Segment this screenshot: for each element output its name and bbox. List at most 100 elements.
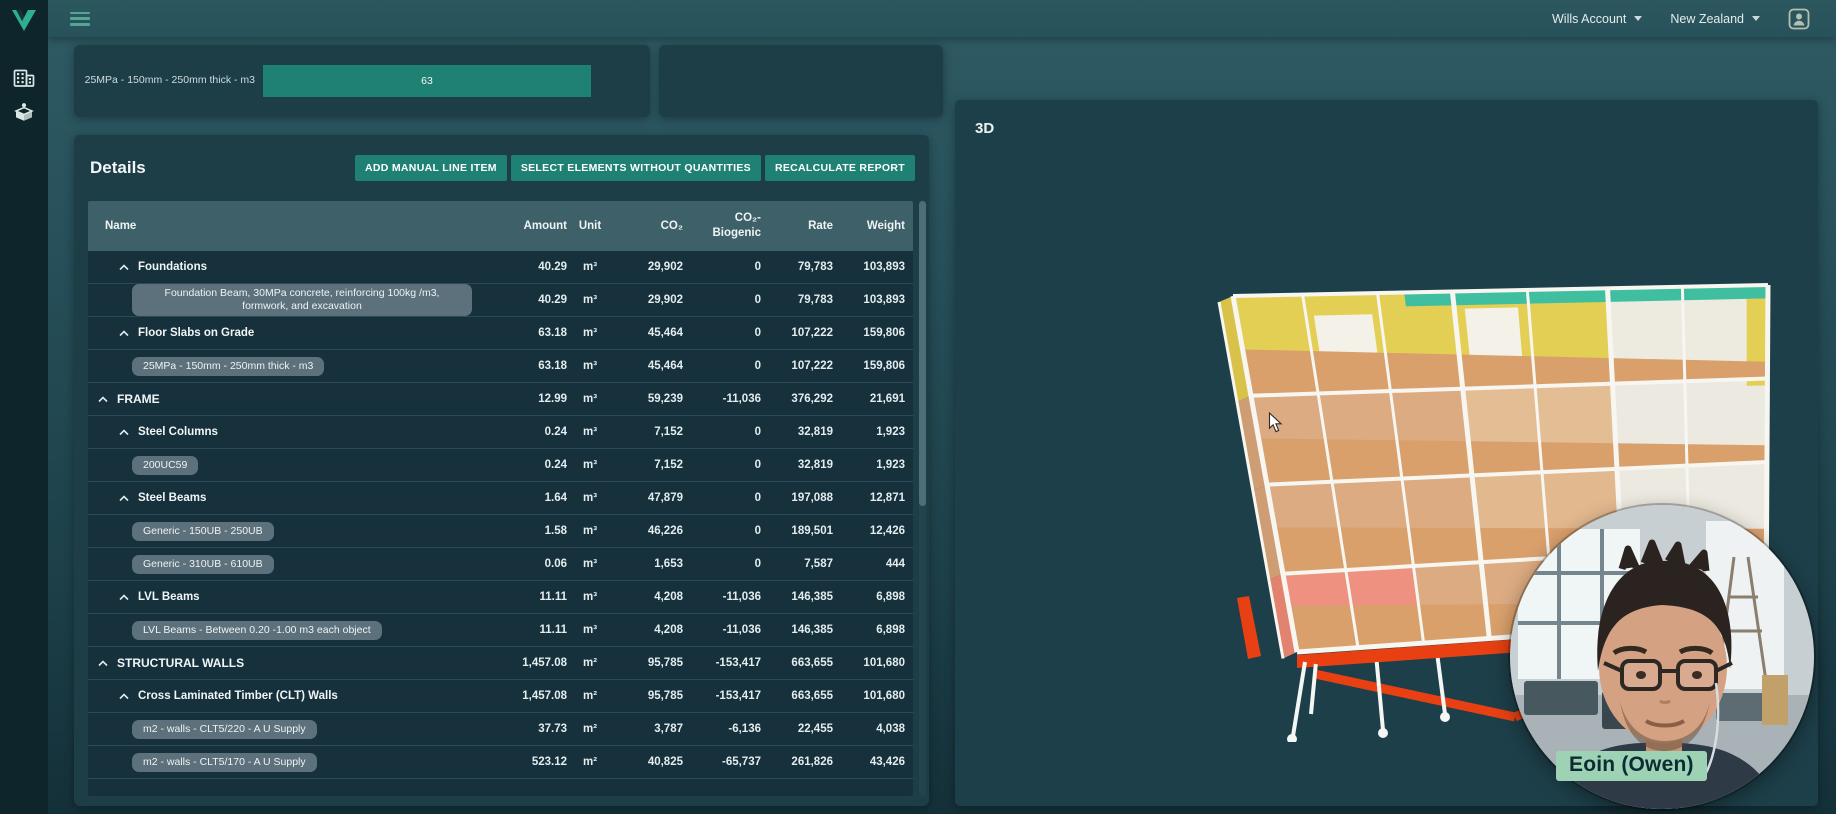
cell-unit: m² <box>582 690 598 703</box>
cell-rate: 32,819 <box>797 426 833 439</box>
cell-biogenic: -153,417 <box>715 656 761 669</box>
cell-rate: 32,819 <box>797 459 833 472</box>
table-row[interactable]: FRAME 12.99 m³ 59,239 -11,036 376,292 21,691 <box>88 383 913 417</box>
cell-weight: 21,691 <box>869 393 905 406</box>
select-elements-without-quantities-button[interactable]: SELECT ELEMENTS WITHOUT QUANTITIES <box>510 155 761 181</box>
item-chip: m2 - walls - CLT5/220 - A U Supply <box>132 719 317 739</box>
cell-rate: 663,655 <box>791 657 833 670</box>
account-dropdown[interactable]: Wills Account <box>1552 11 1643 26</box>
sidebar-item-product-library[interactable] <box>0 95 48 129</box>
column-header-biogenic: CO₂- Biogenic <box>712 212 761 239</box>
cell-amount: 11.11 <box>539 624 567 637</box>
collapse-caret-icon[interactable] <box>119 263 129 271</box>
table-row[interactable]: 25MPa - 150mm - 250mm thick - m3 63.18 m³ 4… <box>88 350 913 384</box>
summary-card-secondary <box>659 45 943 117</box>
table-row[interactable]: LVL Beams 11.11 m³ 4,208 -11,036 146,385 6,898 <box>88 581 913 615</box>
table-body: Foundations 40.29 m³ 29,902 0 79,783 103,893 Fo… <box>88 251 913 780</box>
column-header-unit: Unit <box>578 220 602 232</box>
cell-rate: 376,292 <box>791 393 833 406</box>
table-row[interactable]: Foundations 40.29 m³ 29,902 0 79,783 103,893 <box>88 251 913 284</box>
cell-co2: 4,208 <box>654 591 683 604</box>
cell-rate: 79,783 <box>797 261 833 273</box>
account-dropdown-label: Wills Account <box>1552 11 1627 26</box>
cell-co2: 29,902 <box>647 261 683 273</box>
cell-unit: m³ <box>582 558 598 571</box>
table-row[interactable]: STRUCTURAL WALLS 1,457.08 m² 95,785 -153,417… <box>88 647 913 681</box>
table-row[interactable]: LVL Beams - Between 0.20 -1.00 m3 each o… <box>88 614 913 648</box>
profile-icon[interactable] <box>1788 8 1810 30</box>
cell-amount: 1,457.08 <box>522 657 567 670</box>
region-dropdown-label: New Zealand <box>1670 11 1744 26</box>
cell-biogenic: 0 <box>754 491 761 504</box>
cell-weight: 159,806 <box>863 360 905 373</box>
cell-weight: 43,426 <box>869 756 905 769</box>
bar-category-label: 25MPa - 150mm - 250mm thick - m3 <box>84 74 255 87</box>
table-row[interactable]: Steel Columns 0.24 m³ 7,152 0 32,819 1,923 <box>88 416 913 450</box>
collapse-caret-icon[interactable] <box>98 396 108 403</box>
bar-chart-row: 25MPa - 150mm - 250mm thick - m3 63 <box>74 65 650 97</box>
app-logo-icon[interactable] <box>10 7 38 33</box>
cell-amount: 40.29 <box>538 261 567 273</box>
group-name: Floor Slabs on Grade <box>138 327 255 340</box>
item-chip: Generic - 310UB - 610UB <box>132 554 274 574</box>
table-row[interactable]: Cross Laminated Timber (CLT) Walls 1,457.… <box>88 680 913 714</box>
webcam-video-overlay <box>1510 505 1814 809</box>
cell-amount: 63.18 <box>538 360 567 373</box>
bar-value: 63 <box>421 75 433 87</box>
cell-biogenic: 0 <box>754 524 761 537</box>
cell-co2: 4,208 <box>654 624 683 637</box>
item-chip: m2 - walls - CLT5/170 - A U Supply <box>132 752 317 772</box>
viewer-title: 3D <box>975 120 995 137</box>
region-dropdown[interactable]: New Zealand <box>1670 12 1760 26</box>
collapse-caret-icon[interactable] <box>119 330 129 337</box>
cell-co2: 7,152 <box>654 459 683 472</box>
cell-rate: 107,222 <box>791 360 833 373</box>
group-name: STRUCTURAL WALLS <box>117 656 245 671</box>
cell-rate: 79,783 <box>797 294 833 307</box>
table-row[interactable]: Generic - 150UB - 250UB 1.58 m³ 46,226 0 189,… <box>88 515 913 549</box>
item-chip: Generic - 150UB - 250UB <box>132 521 274 541</box>
table-row[interactable]: m2 - walls - CLT5/170 - A U Supply 523.12… <box>88 746 913 780</box>
cell-unit: m³ <box>582 393 598 406</box>
cell-amount: 1.64 <box>544 492 567 505</box>
cell-co2: 3,787 <box>654 723 683 736</box>
table-row[interactable]: Floor Slabs on Grade 63.18 m³ 45,464 0 107,22… <box>88 317 913 351</box>
cell-amount: 0.24 <box>544 426 567 439</box>
cell-co2: 47,879 <box>647 492 683 505</box>
cell-co2: 46,226 <box>647 525 683 538</box>
cell-weight: 6,898 <box>876 624 905 637</box>
add-manual-line-item-button[interactable]: ADD MANUAL LINE ITEM <box>355 155 507 181</box>
collapse-caret-icon[interactable] <box>119 693 129 700</box>
cell-weight: 1,923 <box>876 426 905 439</box>
details-title: Details <box>90 158 146 177</box>
table-row[interactable]: Steel Beams 1.64 m³ 47,879 0 197,088 12,871 <box>88 482 913 516</box>
cell-unit: m³ <box>582 294 598 307</box>
cell-co2: 1,653 <box>654 558 683 571</box>
cell-unit: m³ <box>582 360 598 373</box>
item-chip: 25MPa - 150mm - 250mm thick - m3 <box>132 356 325 376</box>
table-row[interactable]: m2 - walls - CLT5/220 - A U Supply 37.73 m… <box>88 713 913 747</box>
cell-rate: 197,088 <box>791 492 833 505</box>
table-row[interactable]: Foundation Beam, 30MPa concrete, reinfor… <box>88 284 913 318</box>
cell-biogenic: 0 <box>754 260 761 273</box>
cell-unit: m² <box>582 657 598 670</box>
collapse-caret-icon[interactable] <box>119 594 129 601</box>
cell-co2: 45,464 <box>647 327 683 340</box>
hamburger-menu-icon[interactable] <box>70 11 90 26</box>
recalculate-report-button[interactable]: RECALCULATE REPORT <box>764 155 915 181</box>
cell-rate: 663,655 <box>791 690 833 703</box>
collapse-caret-icon[interactable] <box>98 660 108 667</box>
cell-unit: m³ <box>582 261 598 273</box>
table-row[interactable]: Generic - 310UB - 610UB 0.06 m³ 1,653 0 7,587… <box>88 548 913 582</box>
cell-weight: 12,871 <box>869 492 905 505</box>
cell-unit: m² <box>582 756 598 769</box>
table-scrollbar-thumb[interactable] <box>919 201 926 506</box>
cell-biogenic: -11,036 <box>722 590 761 603</box>
cell-weight: 159,806 <box>863 327 905 340</box>
collapse-caret-icon[interactable] <box>119 429 129 436</box>
table-row[interactable]: 200UC59 0.24 m³ 7,152 0 32,819 1,923 <box>88 449 913 483</box>
cell-amount: 1,457.08 <box>522 690 567 703</box>
collapse-caret-icon[interactable] <box>119 495 129 502</box>
item-chip: 200UC59 <box>132 455 199 475</box>
sidebar-item-buildings[interactable] <box>0 61 48 95</box>
